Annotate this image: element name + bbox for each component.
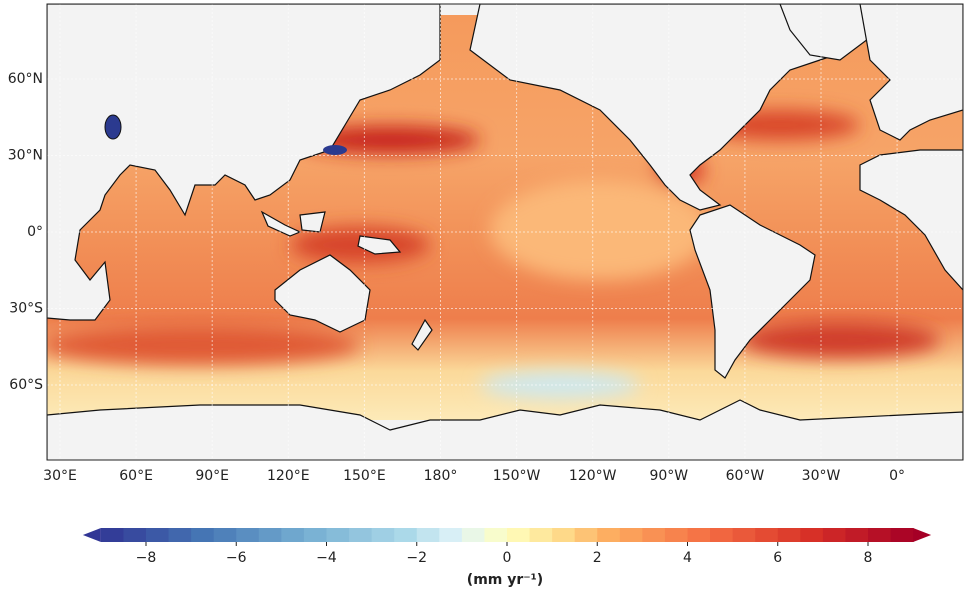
longitude-label: 90°W — [649, 468, 688, 484]
colorbar-segment — [258, 528, 282, 542]
map-area — [47, 4, 963, 460]
colorbar-segment — [800, 528, 824, 542]
colorbar-label: (mm yr⁻¹) — [467, 572, 543, 588]
colorbar-segment — [168, 528, 192, 542]
longitude-label: 150°W — [493, 468, 541, 484]
colorbar-segment — [574, 528, 598, 542]
colorbar-tick-label: −4 — [316, 550, 337, 566]
colorbar-segment — [326, 528, 350, 542]
colorbar-tick-label: 6 — [773, 550, 782, 566]
colorbar-segment — [755, 528, 779, 542]
colorbar-segment — [349, 528, 373, 542]
colorbar-segment — [597, 528, 621, 542]
colorbar-tick-label: −2 — [406, 550, 427, 566]
colorbar-segment — [822, 528, 846, 542]
colorbar-extend-low — [82, 528, 101, 542]
colorbar-segment — [529, 528, 553, 542]
latitude-label: 0° — [27, 224, 43, 240]
colorbar-segment — [687, 528, 711, 542]
latitude-label: 60°S — [9, 377, 43, 393]
colorbar-tick-label: 4 — [683, 550, 692, 566]
colorbar-segment — [642, 528, 666, 542]
australia — [274, 254, 371, 333]
ocean-anomalies — [47, 110, 940, 399]
antarctica — [47, 399, 963, 460]
longitude-label: 30°W — [802, 468, 841, 484]
indonesia — [260, 210, 402, 255]
colorbar-segment — [213, 528, 237, 542]
longitude-label: 0° — [889, 468, 905, 484]
new-zealand — [411, 318, 433, 351]
map-frame — [46, 3, 964, 461]
colorbar-segment — [461, 528, 485, 542]
north-america — [469, 4, 861, 211]
colorbar-segment — [146, 528, 170, 542]
longitude-label: 60°E — [119, 468, 153, 484]
caspian-sea — [104, 114, 122, 140]
colorbar-segment — [100, 528, 124, 542]
west-africa — [859, 149, 963, 291]
europe — [859, 4, 963, 141]
longitude-label: 180° — [424, 468, 458, 484]
colorbar-segment — [710, 528, 734, 542]
colorbar-segment — [236, 528, 260, 542]
colorbar-segment — [123, 528, 147, 542]
colorbar-segment — [281, 528, 305, 542]
colorbar-segment — [416, 528, 440, 542]
south-america — [689, 204, 816, 379]
colorbar-segment — [507, 528, 531, 542]
longitude-label: 120°E — [267, 468, 310, 484]
colorbar-segment — [394, 528, 418, 542]
colorbar-tick-label: 2 — [593, 550, 602, 566]
colorbar-segment — [732, 528, 756, 542]
longitude-label: 90°E — [195, 468, 229, 484]
colorbar-segment — [890, 528, 914, 542]
graticule — [47, 4, 963, 460]
longitude-label: 150°E — [343, 468, 386, 484]
eurasia-africa — [47, 4, 441, 321]
colorbar-segment — [664, 528, 688, 542]
colorbar-segment — [191, 528, 215, 542]
colorbar-extend-high — [913, 528, 932, 542]
latitude-label: 60°N — [8, 71, 43, 87]
colorbar-segment — [484, 528, 508, 542]
colorbar-segment — [619, 528, 643, 542]
japan-anomaly — [323, 145, 347, 155]
colorbar-segment — [777, 528, 801, 542]
colorbar: −8 −6 −4 −2 0 2 4 6 8 — [82, 528, 932, 566]
colorbar-segment — [303, 528, 327, 542]
colorbar-tick-label: 0 — [503, 550, 512, 566]
colorbar-segment — [552, 528, 576, 542]
latitude-label: 30°N — [8, 148, 43, 164]
longitude-label: 30°E — [43, 468, 77, 484]
colorbar-tick-label: −6 — [226, 550, 247, 566]
longitude-label: 60°W — [726, 468, 765, 484]
colorbar-segment — [371, 528, 395, 542]
latitude-label: 30°S — [9, 301, 43, 317]
colorbar-segment — [868, 528, 892, 542]
colorbar-segment — [845, 528, 869, 542]
colorbar-segment — [439, 528, 463, 542]
colorbar-tick-label: −8 — [136, 550, 157, 566]
colorbar-tick-label: 8 — [864, 550, 873, 566]
longitude-label: 120°W — [569, 468, 617, 484]
